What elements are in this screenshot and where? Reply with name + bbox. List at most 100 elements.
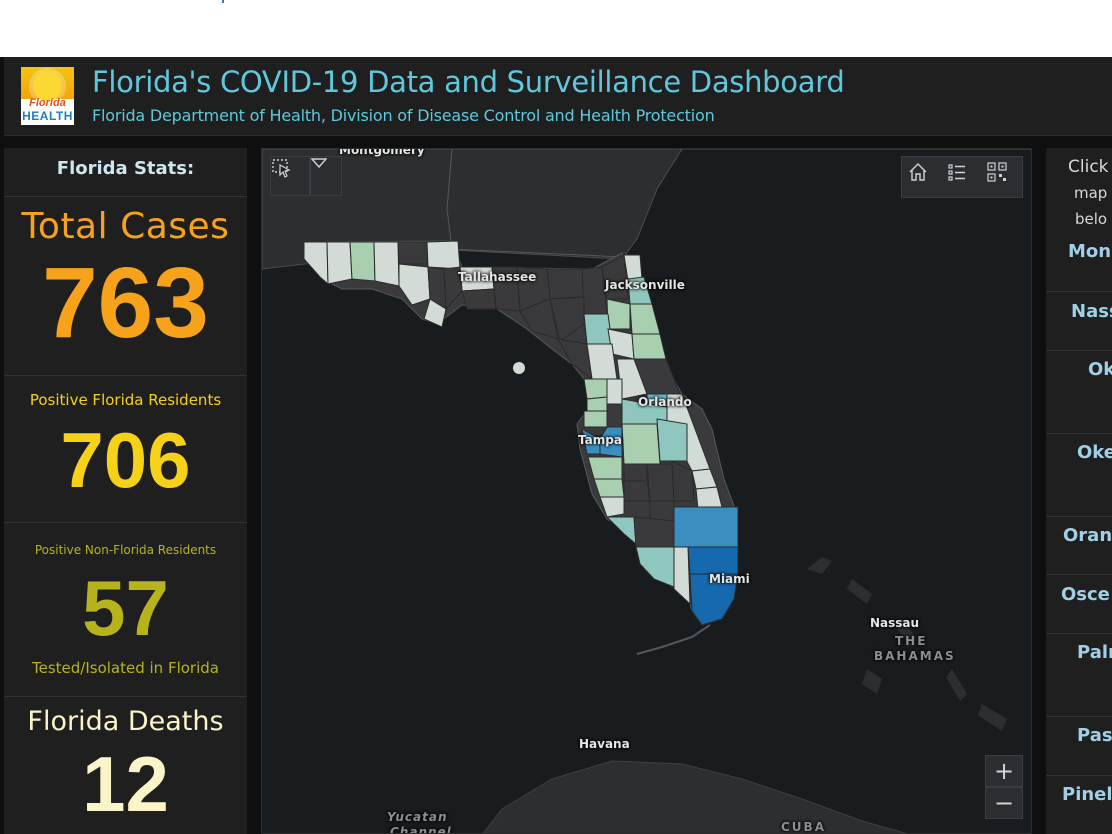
list-divider bbox=[1046, 633, 1112, 634]
page-title: Florida's COVID-19 Data and Surveillance… bbox=[92, 65, 845, 99]
select-icon bbox=[272, 159, 291, 178]
chevron-down-icon bbox=[311, 158, 327, 169]
divider bbox=[4, 196, 247, 197]
list-divider bbox=[1046, 516, 1112, 517]
browser-top-strip bbox=[0, 0, 1112, 57]
county-manatee bbox=[587, 456, 623, 480]
county-list-item[interactable]: Pinell bbox=[1062, 784, 1112, 805]
zoom-out-button[interactable]: − bbox=[985, 787, 1023, 819]
residents-value: 706 bbox=[60, 416, 191, 504]
map-label-miami: Miami bbox=[709, 572, 750, 586]
map-label-havana: Havana bbox=[579, 737, 630, 751]
county-hardee bbox=[623, 463, 648, 482]
total-cases-label: Total Cases bbox=[21, 206, 230, 247]
county-list-item[interactable]: Pase bbox=[1077, 725, 1112, 746]
map-canvas[interactable] bbox=[262, 149, 1032, 834]
county-st-lucie bbox=[695, 486, 723, 510]
map-label-cuba: CUBA bbox=[781, 820, 826, 834]
florida-keys bbox=[636, 624, 711, 655]
deaths-label: Florida Deaths bbox=[27, 706, 224, 737]
florida-health-logo: Florida HEALTH bbox=[21, 67, 74, 125]
list-divider bbox=[1046, 433, 1112, 434]
county-collier bbox=[635, 546, 675, 588]
map-label-yucatan-1: Yucatan bbox=[387, 810, 448, 824]
bahamas-island bbox=[807, 557, 832, 574]
legend-button[interactable] bbox=[946, 161, 978, 193]
county-st-johns bbox=[629, 303, 661, 335]
county-walton bbox=[373, 241, 400, 287]
dashboard-header: Florida HEALTH Florida's COVID-19 Data a… bbox=[4, 57, 1112, 136]
county-charlotte bbox=[599, 496, 625, 518]
county-pasco bbox=[583, 410, 608, 428]
divider bbox=[4, 375, 247, 376]
county-list-panel: Click map belo Mon Nass Ok Oke Orang Osc… bbox=[1046, 148, 1112, 834]
county-clay bbox=[606, 298, 631, 330]
county-glades bbox=[649, 500, 675, 522]
county-pinellas bbox=[581, 428, 601, 455]
county-holmes bbox=[397, 241, 429, 265]
total-cases-value: 763 bbox=[42, 247, 209, 359]
select-tool-button[interactable] bbox=[270, 156, 310, 196]
county-list-item[interactable]: Orang bbox=[1063, 525, 1112, 546]
qr-code-button[interactable] bbox=[986, 161, 1018, 193]
small-island bbox=[513, 362, 525, 374]
list-divider bbox=[1046, 716, 1112, 717]
zoom-in-button[interactable]: + bbox=[985, 755, 1023, 787]
select-dropdown-button[interactable] bbox=[310, 156, 342, 196]
county-hernando bbox=[586, 396, 608, 412]
county-miami-dade bbox=[689, 573, 739, 626]
county-okeechobee bbox=[671, 460, 695, 502]
county-palm-beach bbox=[673, 506, 739, 548]
state-border-line bbox=[449, 248, 625, 258]
county-list-item[interactable]: Nass bbox=[1071, 301, 1112, 322]
intro-line-3: belo bbox=[1075, 210, 1108, 228]
county-list-item[interactable]: Oke bbox=[1077, 442, 1112, 463]
sun-icon bbox=[33, 72, 62, 101]
bahamas-island bbox=[847, 579, 872, 604]
county-sumter bbox=[606, 378, 623, 405]
bahamas-island bbox=[946, 669, 967, 701]
county-bay bbox=[398, 263, 431, 306]
county-list-item[interactable]: Mon bbox=[1068, 241, 1112, 262]
county-citrus bbox=[583, 378, 608, 400]
home-button[interactable] bbox=[907, 161, 939, 193]
county-baker bbox=[601, 254, 629, 300]
divider bbox=[4, 696, 247, 697]
county-gulf bbox=[423, 298, 447, 328]
dashboard: Florida HEALTH Florida's COVID-19 Data a… bbox=[0, 57, 1112, 834]
intro-line-1: Click bbox=[1068, 157, 1109, 177]
non-residents-sub-label: Tested/Isolated in Florida bbox=[32, 659, 219, 677]
map-label-yucatan-2: Channel bbox=[390, 825, 452, 834]
bahamas-island bbox=[978, 704, 1007, 731]
qr-code-icon bbox=[987, 162, 1007, 182]
county-list-item[interactable]: Osce bbox=[1061, 584, 1110, 605]
county-santa-rosa bbox=[326, 241, 353, 285]
map-label-bahamas-1: THE bbox=[895, 634, 928, 648]
bahamas-island bbox=[862, 669, 882, 694]
county-map[interactable]: Montgomery Tallahassee Jacksonville Orla… bbox=[261, 148, 1032, 834]
cuba-land bbox=[482, 760, 907, 833]
county-list-item[interactable]: Paln bbox=[1077, 642, 1112, 663]
deaths-value: 12 bbox=[82, 740, 169, 828]
list-divider bbox=[1046, 291, 1112, 292]
county-lee bbox=[605, 516, 637, 546]
non-residents-value: 57 bbox=[82, 564, 169, 652]
county-list-item[interactable]: Ok bbox=[1088, 359, 1112, 380]
divider bbox=[4, 522, 247, 523]
county-hamilton bbox=[546, 268, 585, 300]
list-divider bbox=[1046, 350, 1112, 351]
county-flagler bbox=[631, 333, 667, 360]
county-marion bbox=[586, 343, 618, 380]
county-highlands bbox=[646, 463, 675, 502]
map-label-tallahassee: Tallahassee bbox=[458, 270, 537, 284]
intro-line-2: map bbox=[1074, 184, 1108, 202]
cursor-mark bbox=[222, 0, 224, 3]
legend-list-icon bbox=[948, 164, 965, 181]
state-border-line bbox=[446, 149, 453, 250]
florida-stats-panel: Florida Stats: Total Cases 763 Positive … bbox=[4, 148, 247, 834]
county-jackson bbox=[426, 240, 461, 270]
county-wakulla bbox=[461, 288, 497, 310]
list-divider bbox=[1046, 775, 1112, 776]
map-label-nassau: Nassau bbox=[870, 616, 920, 630]
map-label-montgomery: Montgomery bbox=[339, 148, 425, 157]
